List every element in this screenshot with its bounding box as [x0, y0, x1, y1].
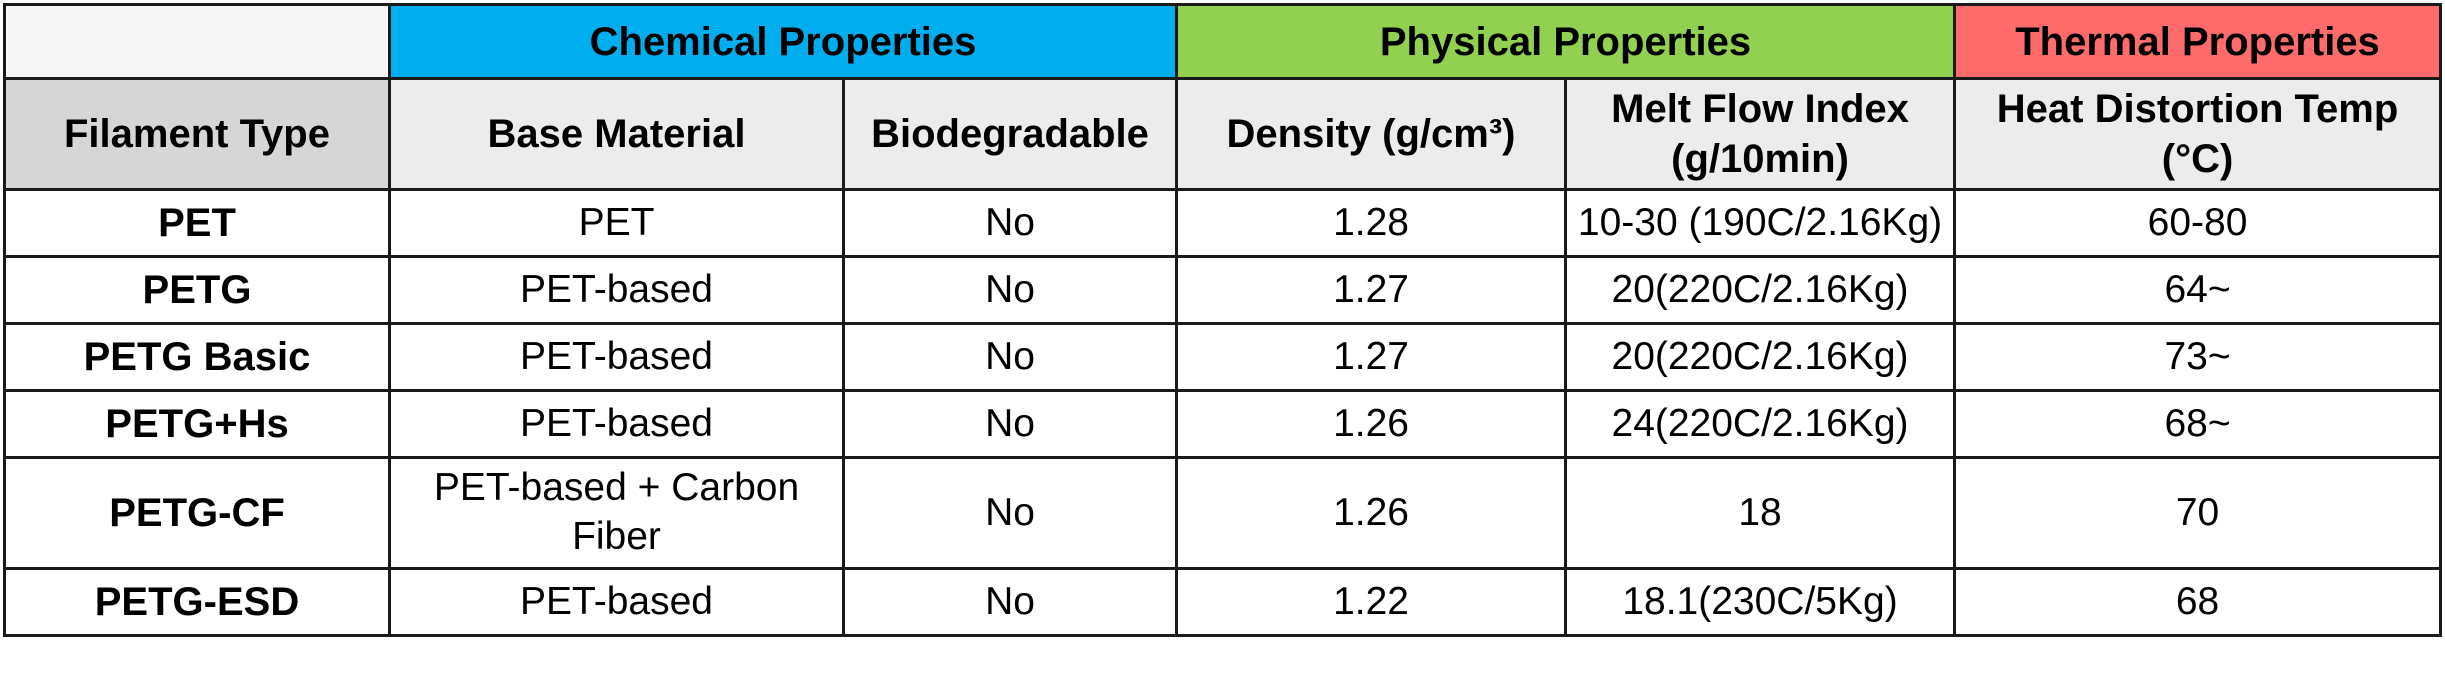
base-material-cell: PET-based [388, 322, 845, 392]
density-cell: 1.27 [1175, 322, 1568, 392]
melt-flow-index-header: Melt Flow Index (g/10min) [1564, 77, 1957, 191]
heat-distortion-temp-cell: 68~ [1953, 389, 2443, 459]
melt-flow-index-header-line2: (g/10min) [1671, 137, 1849, 181]
filament-type-cell: PETG+Hs [3, 389, 391, 459]
corner-cell [3, 3, 391, 80]
base-material-cell: PET-based + Carbon Fiber [388, 456, 845, 570]
biodegradable-cell: No [841, 255, 1179, 325]
heat-distortion-temp-cell: 73~ [1953, 322, 2443, 392]
density-cell: 1.26 [1175, 389, 1568, 459]
heat-distortion-temp-cell: 60-80 [1953, 188, 2443, 258]
density-cell: 1.22 [1175, 567, 1568, 637]
density-cell: 1.26 [1175, 456, 1568, 570]
melt-flow-index-cell: 18.1(230C/5Kg) [1564, 567, 1957, 637]
biodegradable-header: Biodegradable [841, 77, 1179, 191]
base-material-line2: Fiber [572, 515, 661, 558]
base-material-header: Base Material [388, 77, 845, 191]
table-row: PETG PET-based No 1.27 20(220C/2.16Kg) 6… [3, 255, 2443, 325]
melt-flow-index-cell: 24(220C/2.16Kg) [1564, 389, 1957, 459]
table-row: PET PET No 1.28 10-30 (190C/2.16Kg) 60-8… [3, 188, 2443, 258]
physical-properties-header: Physical Properties [1175, 3, 1957, 80]
density-header: Density (g/cm³) [1175, 77, 1568, 191]
filament-type-cell: PETG-CF [3, 456, 391, 570]
density-cell: 1.27 [1175, 255, 1568, 325]
melt-flow-index-cell: 18 [1564, 456, 1957, 570]
column-header-row: Filament Type Base Material Biodegradabl… [3, 77, 2443, 191]
melt-flow-index-cell: 20(220C/2.16Kg) [1564, 322, 1957, 392]
heat-distortion-temp-header-line1: Heat Distortion Temp [1996, 87, 2399, 131]
base-material-cell: PET-based [388, 389, 845, 459]
thermal-properties-header: Thermal Properties [1953, 3, 2443, 80]
biodegradable-cell: No [841, 389, 1179, 459]
heat-distortion-temp-cell: 64~ [1953, 255, 2443, 325]
filament-properties-table: Chemical Properties Physical Properties … [3, 3, 2443, 637]
base-material-cell: PET-based [388, 567, 845, 637]
melt-flow-index-header-line1: Melt Flow Index [1611, 87, 1909, 131]
melt-flow-index-cell: 20(220C/2.16Kg) [1564, 255, 1957, 325]
biodegradable-cell: No [841, 456, 1179, 570]
heat-distortion-temp-header-line2: (°C) [2161, 137, 2234, 181]
base-material-line1: PET-based + Carbon [433, 466, 800, 510]
biodegradable-cell: No [841, 322, 1179, 392]
heat-distortion-temp-header: Heat Distortion Temp (°C) [1953, 77, 2443, 191]
base-material-cell: PET-based [388, 255, 845, 325]
group-header-row: Chemical Properties Physical Properties … [3, 3, 2443, 80]
table-row: PETG-ESD PET-based No 1.22 18.1(230C/5Kg… [3, 567, 2443, 637]
density-cell: 1.28 [1175, 188, 1568, 258]
filament-type-cell: PETG Basic [3, 322, 391, 392]
table-row: PETG+Hs PET-based No 1.26 24(220C/2.16Kg… [3, 389, 2443, 459]
filament-type-cell: PETG [3, 255, 391, 325]
filament-type-cell: PET [3, 188, 391, 258]
heat-distortion-temp-cell: 70 [1953, 456, 2443, 570]
biodegradable-cell: No [841, 188, 1179, 258]
melt-flow-index-cell: 10-30 (190C/2.16Kg) [1564, 188, 1957, 258]
table-row: PETG Basic PET-based No 1.27 20(220C/2.1… [3, 322, 2443, 392]
chemical-properties-header: Chemical Properties [387, 3, 1179, 80]
base-material-cell: PET [388, 188, 845, 258]
biodegradable-cell: No [841, 567, 1179, 637]
filament-type-cell: PETG-ESD [3, 567, 391, 637]
heat-distortion-temp-cell: 68 [1953, 567, 2443, 637]
table-row: PETG-CF PET-based + Carbon Fiber No 1.26… [3, 456, 2443, 570]
filament-type-header: Filament Type [3, 77, 391, 191]
